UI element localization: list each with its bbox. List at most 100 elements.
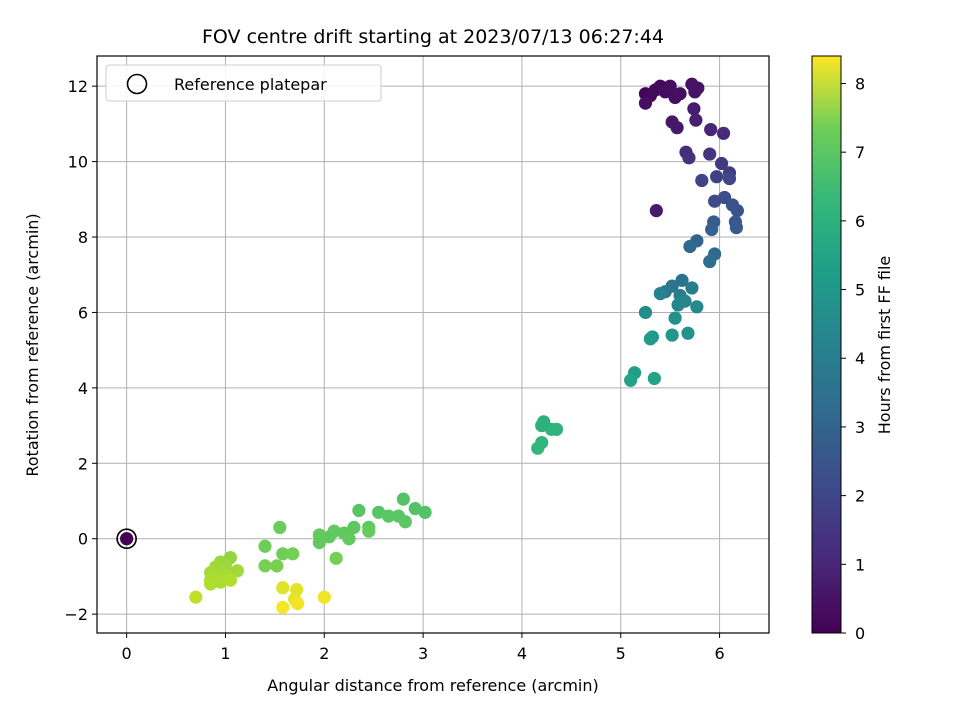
chart-title: FOV centre drift starting at 2023/07/13 …	[202, 26, 664, 48]
data-point	[730, 204, 744, 218]
data-point	[531, 441, 545, 455]
y-tick-label: 2	[78, 454, 88, 473]
x-tick-label: 2	[319, 644, 329, 663]
data-point	[204, 577, 218, 591]
y-tick-label: 10	[68, 153, 88, 172]
data-point	[704, 122, 718, 137]
data-point	[690, 300, 704, 314]
colorbar-label: Hours from first FF file	[875, 256, 894, 435]
colorbar-tick-label: 7	[855, 143, 865, 162]
data-point	[653, 286, 667, 301]
colorbar-tick-label: 1	[855, 555, 865, 574]
data-point	[705, 222, 719, 237]
x-tick-label: 6	[714, 644, 724, 663]
data-point	[716, 126, 731, 140]
data-point	[273, 520, 287, 535]
data-point	[687, 102, 701, 116]
data-point	[347, 520, 361, 535]
legend-marker	[126, 73, 148, 95]
data-point	[710, 170, 724, 184]
data-point	[312, 535, 326, 550]
data-point	[647, 371, 661, 386]
colorbar-tick-label: 5	[855, 281, 865, 300]
data-point	[695, 173, 709, 188]
data-point	[668, 311, 682, 325]
colorbar-tick-label: 6	[855, 212, 865, 231]
data-point	[398, 515, 412, 529]
colorbar-tick-label: 0	[855, 624, 865, 643]
y-tick-label: −2	[64, 605, 88, 624]
data-point	[670, 121, 684, 135]
colorbar-tick-label: 8	[855, 74, 865, 93]
y-tick-label: 12	[68, 77, 88, 96]
data-point	[342, 532, 356, 546]
data-point	[270, 559, 284, 573]
data-point	[329, 551, 343, 565]
data-point	[258, 559, 272, 573]
data-point	[276, 581, 290, 595]
data-point	[685, 281, 699, 295]
x-axis-ticks: 0 1 2 3 4 5 6	[122, 633, 725, 663]
x-tick-label: 4	[517, 644, 527, 663]
data-point	[638, 305, 653, 320]
data-point	[671, 298, 685, 312]
data-point	[665, 328, 679, 342]
data-point	[223, 573, 238, 587]
data-point	[213, 575, 228, 589]
y-tick-label: 0	[78, 530, 88, 549]
x-tick-label: 1	[220, 644, 230, 663]
x-tick-label: 3	[418, 644, 428, 663]
colorbar-ticks: 0 1 2 3 4 5 6 7 8	[841, 74, 865, 643]
data-point	[189, 590, 203, 604]
data-point	[120, 532, 134, 546]
data-point	[286, 547, 300, 561]
data-point	[722, 171, 737, 186]
legend-box	[105, 64, 382, 102]
data-point	[230, 564, 244, 578]
data-point	[418, 505, 432, 519]
colorbar-gradient	[811, 55, 842, 634]
data-point	[681, 326, 695, 340]
y-axis-ticks: −2 0 2 4 6 8 10 12	[64, 77, 97, 624]
data-point	[291, 596, 305, 611]
y-tick-label: 6	[78, 303, 88, 322]
colorbar: 0 1 2 3 4 5 6 7 8 Hours from first FF file	[811, 55, 894, 643]
data-point	[624, 373, 638, 387]
data-points	[116, 77, 744, 614]
data-point	[322, 530, 336, 544]
y-tick-label: 8	[78, 228, 88, 247]
plot-frame	[96, 55, 770, 634]
data-point	[689, 113, 703, 127]
y-tick-label: 4	[78, 379, 88, 398]
data-point	[673, 87, 687, 101]
data-point	[682, 151, 696, 165]
data-point	[703, 254, 717, 269]
x-tick-label: 5	[616, 644, 626, 663]
data-point	[258, 539, 272, 553]
data-point	[683, 239, 697, 254]
reference-marker	[116, 528, 137, 550]
legend: Reference platepar	[105, 64, 382, 102]
data-point	[688, 85, 702, 99]
data-point	[703, 147, 717, 161]
y-axis-label: Rotation from reference (arcmin)	[23, 213, 42, 476]
data-point	[396, 492, 410, 506]
data-point	[649, 204, 663, 218]
legend-entry: Reference platepar	[174, 75, 327, 94]
data-point	[663, 79, 677, 93]
x-tick-label: 0	[122, 644, 132, 663]
data-point	[643, 332, 658, 346]
data-point	[638, 96, 653, 110]
colorbar-tick-label: 3	[855, 418, 865, 437]
data-point	[714, 156, 729, 171]
data-point	[549, 422, 564, 436]
x-axis-label: Angular distance from reference (arcmin)	[267, 676, 598, 695]
data-point	[729, 220, 743, 235]
data-point	[276, 547, 290, 561]
data-point	[317, 590, 331, 604]
colorbar-tick-label: 4	[855, 349, 865, 368]
data-point	[352, 503, 366, 518]
data-point	[362, 524, 376, 538]
grid-lines	[97, 56, 769, 633]
